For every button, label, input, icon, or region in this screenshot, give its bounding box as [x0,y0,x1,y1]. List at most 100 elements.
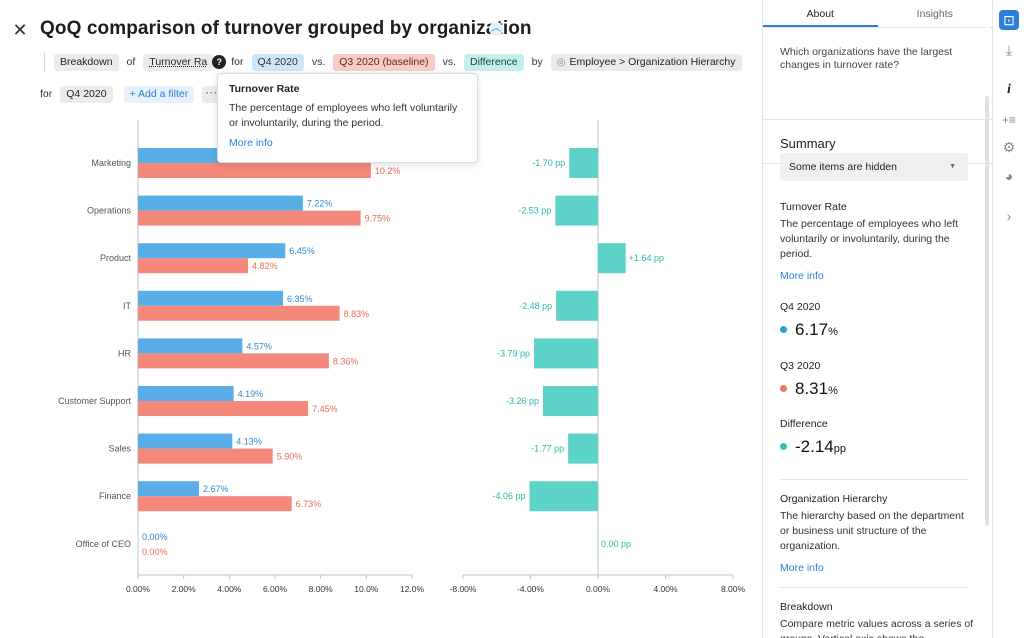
q4-unit: % [828,326,838,338]
q3-metric: 8.31% [780,379,838,399]
q4-data-label: 6.45% [289,246,315,256]
q4-bar [138,338,243,354]
vs-word-2: vs. [442,56,456,68]
category-label: HR [118,348,131,358]
difference-data-label: -2.48 pp [519,301,552,311]
difference-bar [534,338,598,369]
q3-bar [138,448,273,464]
metric-pill[interactable]: Turnover Ra [143,53,214,71]
q3-bar [138,496,292,512]
scrollbar-thumb[interactable] [985,96,989,526]
q4-data-label: 2.67% [203,484,229,494]
right-x-tick-label: 4.00% [653,584,678,594]
more-options-button[interactable]: ··· [202,85,221,103]
category-label: Customer Support [58,396,132,406]
q3-data-label: 10.2% [375,166,401,176]
tooltip-title: Turnover Rate [229,83,300,95]
metric-tooltip: Turnover Rate The percentage of employee… [217,73,478,163]
difference-data-label: -1.77 pp [531,444,564,454]
by-word: by [531,56,543,68]
diff-label: Difference [780,418,828,430]
difference-bar [598,243,626,274]
help-icon[interactable]: ? [212,55,227,69]
q3-data-label: 8.83% [344,309,370,319]
panel-tabs: About Insights [763,0,992,28]
groupby-pill[interactable]: ◎ Employee > Organization Hierarchy [550,53,742,71]
q4-data-label: 4.57% [246,341,272,351]
filter-period-pill[interactable]: Q4 2020 [60,85,113,103]
tooltip-body: The percentage of employees who left vol… [229,102,458,129]
focus-icon[interactable]: ⊡ [999,10,1019,30]
q3-data-label: 9.75% [365,214,391,224]
groupby-label: Employee > Organization Hierarchy [569,55,736,68]
caret-down-icon: ▼ [949,163,956,170]
org-more-info-link[interactable]: More info [780,562,824,574]
of-word: of [126,56,136,68]
tooltip-more-info-link[interactable]: More info [229,137,273,149]
breakdown-title: Breakdown [780,601,833,613]
diff-metric: -2.14 pp [780,437,846,457]
org-title: Organization Hierarchy [780,493,888,505]
difference-data-label: 0.00 pp [601,539,631,549]
panel-question: Which organizations have the largest cha… [763,28,992,120]
panel-scrollbar[interactable] [985,0,989,638]
chevron-right-icon[interactable]: › [1006,208,1012,224]
difference-bar [568,433,598,464]
difference-pill[interactable]: Difference [463,53,524,71]
breakdown-pill[interactable]: Breakdown [54,53,119,71]
difference-bar [542,386,598,416]
filter-for-word: for [40,88,53,100]
q3-dot [780,385,787,392]
difference-data-label: -4.06 pp [492,491,525,501]
close-icon[interactable]: ✕ [12,20,28,40]
right-rail: ⊡ ⤓ i +≡ ⚙ ◕ › [992,0,1024,638]
left-x-tick-label: 4.00% [217,584,242,594]
chevron-up-icon[interactable]: ︿ [489,22,503,36]
difference-bar [529,481,598,512]
q3-data-label: 5.90% [277,452,303,462]
left-x-tick-label: 6.00% [263,584,288,594]
difference-bar [556,290,598,321]
q4-bar [138,433,233,449]
left-x-tick-label: 0.00% [126,584,151,594]
settings-icon[interactable]: ⚙ [1002,139,1016,155]
category-label: Marketing [91,158,131,168]
q3-value: 8.31 [795,379,829,398]
category-label: Operations [87,206,132,216]
baseline-pill[interactable]: Q3 2020 (baseline) [333,53,435,71]
tab-about[interactable]: About [763,0,878,27]
q4-data-label: 4.19% [238,389,264,399]
diff-unit: pp [833,443,846,455]
period-pill[interactable]: Q4 2020 [251,53,304,71]
page-title: QoQ comparison of turnover grouped by or… [40,18,532,39]
q3-data-label: 6.73% [296,499,322,509]
hidden-items-dropdown[interactable]: Some items are hidden ▼ [780,153,968,181]
panel-divider-2 [780,587,968,588]
category-label: Finance [99,491,131,501]
left-x-tick-label: 10.0% [354,584,379,594]
filter-bar: for Q4 2020 + Add a filter ··· [40,85,221,103]
vs-word: vs. [311,56,326,68]
q3-bar [138,163,371,178]
metric-more-info-link[interactable]: More info [780,270,824,282]
q3-bar [138,353,329,369]
q4-data-label: 6.35% [287,294,313,304]
tab-insights[interactable]: Insights [916,8,953,20]
category-label: Office of CEO [76,539,131,549]
add-list-icon[interactable]: +≡ [1001,113,1016,127]
left-x-tick-label: 2.00% [172,584,197,594]
add-filter-button[interactable]: + Add a filter [123,85,195,103]
category-label: Sales [108,444,131,454]
q3-bar [138,210,361,226]
breakdown-description: Compare metric values across a series of… [780,618,974,638]
download-icon[interactable]: ⤓ [1005,42,1013,58]
metric-title: Turnover Rate [780,201,847,213]
right-x-tick-label: 8.00% [721,584,746,594]
query-bar: Breakdown of Turnover Ra ? for Q4 2020 v… [44,52,745,72]
q3-label: Q3 2020 [780,360,821,372]
palette-icon[interactable]: ◕ [1004,168,1014,184]
q4-metric: 6.17% [780,320,838,340]
difference-data-label: +1.64 pp [629,253,664,263]
info-icon[interactable]: i [1007,82,1011,97]
